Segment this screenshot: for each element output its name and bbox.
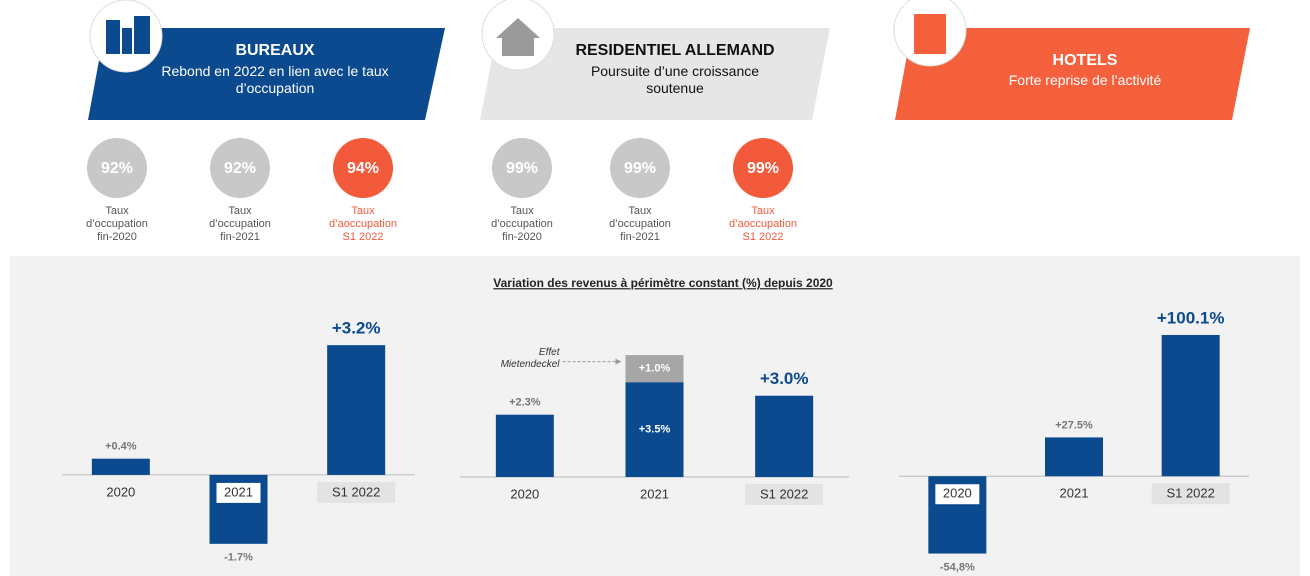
- x-tick-label: 2021: [1060, 486, 1089, 501]
- banner: [88, 28, 445, 120]
- x-tick-label: 2020: [943, 486, 972, 501]
- value-label: +0.4%: [105, 441, 137, 453]
- icon-house: [496, 18, 540, 56]
- occupancy-label: Taux d’aoccupation S1 2022: [729, 205, 797, 243]
- value-label: -1.7%: [224, 552, 253, 564]
- x-tick-label: 2020: [106, 484, 135, 499]
- occupancy-label: Taux d’aoccupation S1 2022: [329, 205, 397, 243]
- bar: [91, 458, 150, 475]
- bar: [327, 345, 386, 475]
- x-tick-label: S1 2022: [1166, 486, 1214, 501]
- label-box: [216, 482, 261, 503]
- occupancy-circle: [87, 138, 147, 198]
- icon-building: [106, 16, 150, 54]
- occupancy-circle: [492, 138, 552, 198]
- value-label: +27.5%: [1055, 419, 1093, 431]
- occupancy-rate: 99%: [747, 160, 779, 177]
- banner-title: RESIDENTIEL ALLEMAND: [575, 42, 775, 59]
- banner-subtitle: Forte reprise de l’activité: [1008, 72, 1162, 88]
- label-box: [317, 481, 396, 503]
- value-label: +3.5%: [639, 423, 671, 435]
- bar: [1045, 437, 1103, 477]
- occupancy-label: Taux d’occupation fin-2020: [491, 205, 553, 243]
- bar: [495, 414, 554, 477]
- occupancy-rate: 92%: [101, 160, 133, 177]
- occupancy-circle: [610, 138, 670, 198]
- x-tick-label: 2021: [640, 486, 669, 501]
- label-box: [935, 484, 980, 505]
- value-label: +3.2%: [332, 319, 381, 338]
- panel-title: Variation des revenus à périmètre consta…: [493, 276, 833, 290]
- occupancy-rate: 99%: [624, 160, 656, 177]
- bar: [625, 355, 684, 383]
- banner: [480, 28, 830, 120]
- icon-hotel: [914, 14, 946, 54]
- value-label: -54,8%: [940, 561, 975, 573]
- x-tick-label: 2021: [224, 484, 253, 499]
- occupancy-rate: 99%: [506, 160, 538, 177]
- banner-title: HOTELS: [1052, 52, 1118, 69]
- value-label: +100.1%: [1157, 308, 1225, 327]
- occupancy-circle: [333, 138, 393, 198]
- arrow-head: [615, 358, 622, 365]
- value-label: +2.3%: [509, 397, 541, 409]
- banner: [895, 28, 1250, 120]
- x-tick-label: S1 2022: [332, 484, 380, 499]
- occupancy-label: Taux d’occupation fin-2021: [609, 205, 671, 243]
- banner-subtitle: Poursuite d’une croissance soutenue: [590, 63, 760, 96]
- x-tick-label: S1 2022: [760, 486, 808, 501]
- value-label: +1.0%: [639, 363, 671, 375]
- occupancy-rate: 92%: [224, 160, 256, 177]
- label-box: [1151, 483, 1230, 505]
- bar: [755, 395, 814, 477]
- banner-subtitle: Rebond en 2022 en lien avec le taux d’oc…: [161, 63, 389, 96]
- occupancy-label: Taux d’occupation fin-2021: [209, 205, 271, 243]
- bar: [1161, 334, 1220, 477]
- occupancy-rate: 94%: [347, 160, 379, 177]
- banner-title: BUREAUX: [235, 42, 315, 59]
- label-box: [745, 484, 824, 505]
- bar: [625, 382, 684, 477]
- value-label: +3.0%: [760, 369, 809, 388]
- occupancy-circle: [733, 138, 793, 198]
- x-tick-label: 2020: [510, 486, 539, 501]
- occupancy-circle: [210, 138, 270, 198]
- annotation: Effet Mietendeckel: [500, 346, 560, 370]
- occupancy-label: Taux d’occupation fin-2020: [86, 205, 148, 243]
